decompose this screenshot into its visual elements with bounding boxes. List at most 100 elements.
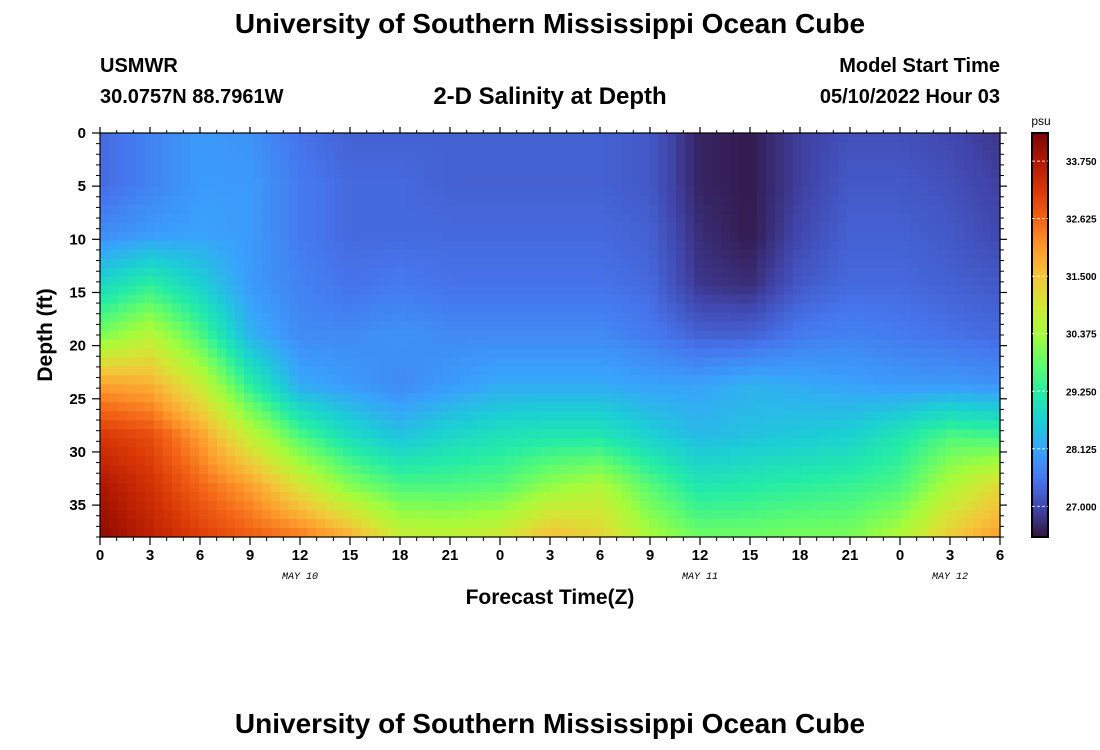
heatmap-cell [982, 159, 992, 170]
heatmap-cell [145, 366, 155, 376]
heatmap-cell [676, 267, 686, 278]
heatmap-cell [442, 465, 452, 475]
heatmap-cell [676, 366, 686, 376]
heatmap-cell [388, 519, 398, 529]
heatmap-cell [343, 465, 353, 475]
heatmap-cell [550, 186, 560, 197]
heatmap-cell [667, 357, 677, 368]
heatmap-cell [919, 330, 929, 341]
heatmap-cell [568, 357, 578, 368]
heatmap-cell [586, 375, 596, 385]
heatmap-cell [370, 267, 380, 278]
heatmap-cell [712, 465, 722, 475]
heatmap-cell [784, 465, 794, 475]
heatmap-cell [613, 411, 623, 421]
heatmap-cell [856, 447, 866, 457]
heatmap-cell [145, 420, 155, 430]
heatmap-cell [397, 303, 407, 314]
heatmap-cell [811, 510, 821, 520]
heatmap-cell [622, 483, 632, 493]
heatmap-cell [955, 411, 965, 421]
heatmap-cell [172, 375, 182, 385]
heatmap-cell [145, 141, 155, 152]
heatmap-cell [280, 141, 290, 152]
heatmap-cell [748, 267, 758, 278]
x-tick-label: 18 [392, 547, 409, 564]
heatmap-cell [325, 222, 335, 233]
heatmap-cell [658, 258, 668, 269]
heatmap-cell [316, 231, 326, 242]
heatmap-cell [235, 384, 245, 394]
heatmap-cell [910, 133, 920, 143]
heatmap-cell [640, 276, 650, 287]
heatmap-cell [370, 213, 380, 224]
heatmap-cell [793, 348, 803, 359]
heatmap-cell [496, 195, 506, 206]
heatmap-cell [586, 276, 596, 287]
heatmap-cell [460, 501, 470, 511]
heatmap-cell [208, 384, 218, 394]
heatmap-cell [442, 159, 452, 170]
heatmap-cell [361, 321, 371, 332]
heatmap-cell [694, 141, 704, 152]
heatmap-cell [892, 492, 902, 502]
heatmap-cell [460, 150, 470, 161]
heatmap-cell [883, 231, 893, 242]
heatmap-cell [136, 150, 146, 161]
heatmap-cell [478, 133, 488, 143]
heatmap-cell [289, 177, 299, 188]
heatmap-cell [550, 402, 560, 412]
heatmap-cell [118, 133, 128, 143]
heatmap-cell [721, 348, 731, 359]
heatmap-cell [469, 249, 479, 260]
heatmap-cell [352, 357, 362, 368]
heatmap-cell [388, 177, 398, 188]
heatmap-cell [199, 240, 209, 251]
heatmap-cell [271, 186, 281, 197]
heatmap-cell [514, 528, 524, 538]
heatmap-cell [460, 456, 470, 466]
heatmap-cell [775, 150, 785, 161]
heatmap-cell [388, 366, 398, 376]
heatmap-cell [388, 420, 398, 430]
heatmap-cell [478, 519, 488, 529]
heatmap-cell [388, 195, 398, 206]
heatmap-cell [451, 186, 461, 197]
heatmap-cell [613, 330, 623, 341]
heatmap-cell [910, 150, 920, 161]
heatmap-cell [523, 492, 533, 502]
heatmap-cell [442, 177, 452, 188]
heatmap-cell [739, 411, 749, 421]
heatmap-cell [748, 303, 758, 314]
heatmap-cell [910, 258, 920, 269]
heatmap-cell [946, 276, 956, 287]
heatmap-cell [451, 384, 461, 394]
heatmap-cell [478, 447, 488, 457]
heatmap-cell [721, 231, 731, 242]
heatmap-cell [397, 213, 407, 224]
heatmap-cell [442, 375, 452, 385]
heatmap-cell [541, 150, 551, 161]
heatmap-cell [586, 528, 596, 538]
heatmap-cell [703, 195, 713, 206]
heatmap-cell [154, 447, 164, 457]
x-tick-label: 3 [146, 547, 154, 564]
heatmap-cell [199, 456, 209, 466]
heatmap-cell [676, 231, 686, 242]
heatmap-cell [694, 303, 704, 314]
heatmap-cell [496, 348, 506, 359]
heatmap-cell [856, 249, 866, 260]
heatmap-cell [793, 133, 803, 143]
heatmap-cell [325, 465, 335, 475]
heatmap-cell [595, 474, 605, 484]
heatmap-cell [892, 267, 902, 278]
heatmap-cell [352, 285, 362, 296]
heatmap-cell [784, 294, 794, 305]
heatmap-cell [253, 240, 263, 251]
heatmap-cell [334, 357, 344, 368]
heatmap-cell [649, 267, 659, 278]
heatmap-cell [199, 213, 209, 224]
heatmap-cell [487, 213, 497, 224]
heatmap-cell [118, 474, 128, 484]
heatmap-cell [199, 159, 209, 170]
